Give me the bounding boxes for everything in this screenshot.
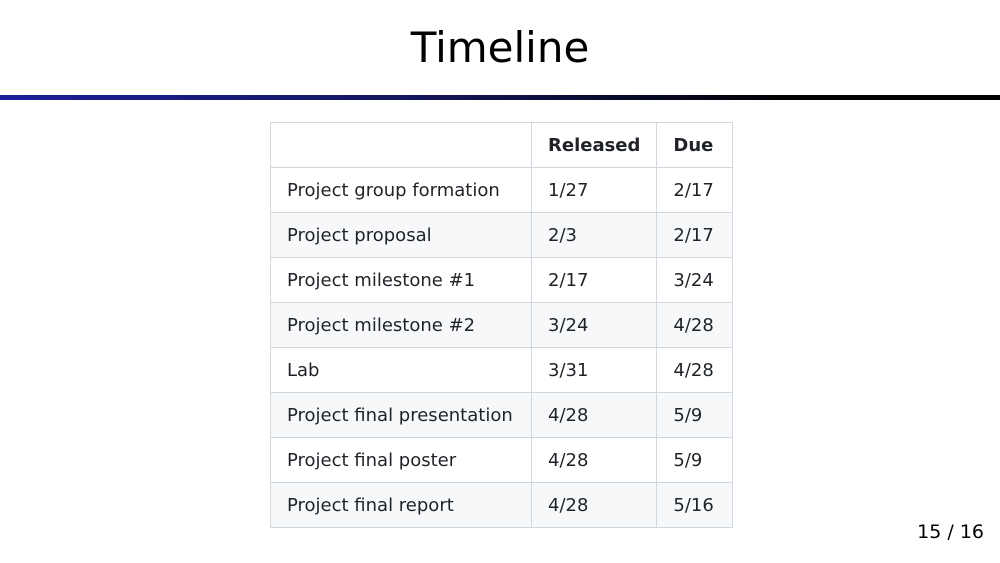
table-row: Lab 3/31 4/28 <box>270 347 734 393</box>
due-cell: 2/17 <box>656 212 734 258</box>
released-cell: 3/31 <box>530 347 658 393</box>
task-cell: Project milestone #2 <box>270 302 532 348</box>
task-cell: Lab <box>270 347 532 393</box>
table-row: Project final poster 4/28 5/9 <box>270 437 734 483</box>
table-row: Project group formation 1/27 2/17 <box>270 167 734 213</box>
task-cell: Project proposal <box>270 212 532 258</box>
released-cell: 2/3 <box>530 212 658 258</box>
released-cell: 1/27 <box>530 167 658 213</box>
released-cell: 4/28 <box>530 437 658 483</box>
due-cell: 2/17 <box>656 167 734 213</box>
column-header-due: Due <box>656 122 734 168</box>
due-cell: 5/16 <box>656 482 734 528</box>
slide-title: Timeline <box>410 23 590 72</box>
table-row: Project milestone #1 2/17 3/24 <box>270 257 734 303</box>
task-cell: Project milestone #1 <box>270 257 532 303</box>
table-row: Project final report 4/28 5/16 <box>270 482 734 528</box>
timeline-table: Released Due Project group formation 1/2… <box>270 122 734 528</box>
column-header-released: Released <box>530 122 658 168</box>
task-cell: Project group formation <box>270 167 532 213</box>
table-row: Project final presentation 4/28 5/9 <box>270 392 734 438</box>
released-cell: 3/24 <box>530 302 658 348</box>
table-row: Project milestone #2 3/24 4/28 <box>270 302 734 348</box>
column-header-task <box>270 122 532 168</box>
due-cell: 5/9 <box>656 392 734 438</box>
due-cell: 5/9 <box>656 437 734 483</box>
due-cell: 4/28 <box>656 302 734 348</box>
task-cell: Project final report <box>270 482 532 528</box>
table-header-row: Released Due <box>270 122 734 168</box>
page-number: 15 / 16 <box>917 521 984 543</box>
due-cell: 4/28 <box>656 347 734 393</box>
title-divider <box>0 95 1000 100</box>
released-cell: 4/28 <box>530 482 658 528</box>
task-cell: Project final poster <box>270 437 532 483</box>
table-row: Project proposal 2/3 2/17 <box>270 212 734 258</box>
due-cell: 3/24 <box>656 257 734 303</box>
released-cell: 4/28 <box>530 392 658 438</box>
released-cell: 2/17 <box>530 257 658 303</box>
task-cell: Project final presentation <box>270 392 532 438</box>
